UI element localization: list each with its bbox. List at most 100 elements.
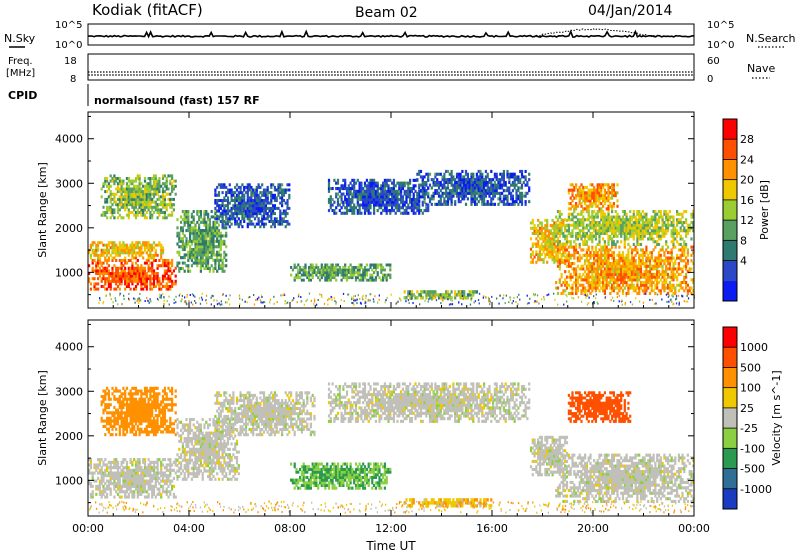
data-cell <box>371 181 374 185</box>
data-cell <box>104 248 107 252</box>
data-cell <box>360 192 363 196</box>
data-cell <box>457 194 460 198</box>
data-cell <box>313 268 316 272</box>
data-cell <box>133 279 136 283</box>
data-cell <box>349 203 352 207</box>
data-cell <box>535 245 538 249</box>
data-cell <box>363 192 367 196</box>
data-cell <box>685 267 688 271</box>
data-cell <box>104 266 107 270</box>
data-cell <box>147 177 150 180</box>
data-cell <box>603 289 606 293</box>
data-cell <box>425 290 428 294</box>
data-cell <box>638 210 641 214</box>
data-cell <box>391 181 394 185</box>
data-cell <box>475 290 478 294</box>
data-cell <box>533 255 536 259</box>
data-cell <box>143 197 147 201</box>
data-cell <box>216 256 219 260</box>
data-cell <box>410 187 413 191</box>
data-cell <box>228 214 231 218</box>
data-cell <box>396 200 399 204</box>
data-cell <box>382 273 385 277</box>
data-cell <box>281 222 284 226</box>
data-cell <box>100 241 103 245</box>
data-cell <box>542 260 545 264</box>
data-cell <box>481 180 484 184</box>
data-cell <box>120 184 123 188</box>
data-cell <box>134 272 138 275</box>
data-cell <box>109 282 112 286</box>
data-cell <box>452 191 455 195</box>
data-cell <box>407 187 410 191</box>
data-cell <box>113 251 116 255</box>
data-cell <box>376 195 379 199</box>
data-cell <box>690 286 693 290</box>
data-cell <box>131 179 134 183</box>
data-cell <box>389 276 392 280</box>
data-cell <box>297 263 300 267</box>
data-cell <box>131 205 134 209</box>
data-cell <box>445 296 448 300</box>
data-cell <box>351 209 354 213</box>
data-cell <box>216 214 219 218</box>
data-cell <box>100 248 103 252</box>
data-cell <box>555 234 558 238</box>
data-cell <box>111 272 114 275</box>
data-cell <box>686 248 689 252</box>
data-cell <box>437 202 441 206</box>
data-cell <box>308 278 311 282</box>
data-cell <box>618 245 621 249</box>
data-cell <box>481 172 484 176</box>
data-cell <box>335 266 338 269</box>
data-cell <box>371 192 374 196</box>
data-cell <box>591 272 594 276</box>
data-cell <box>401 195 404 199</box>
data-cell <box>89 246 92 250</box>
data-cell <box>652 248 655 252</box>
data-cell <box>138 248 141 252</box>
data-cell <box>663 251 666 255</box>
data-cell <box>333 271 336 274</box>
data-cell <box>591 231 594 235</box>
data-cell <box>243 196 246 200</box>
data-cell <box>349 187 352 191</box>
data-cell <box>380 278 383 282</box>
data-cell <box>329 206 332 210</box>
data-cell <box>645 283 648 287</box>
data-cell <box>502 200 505 204</box>
data-cell <box>499 183 502 187</box>
data-cell <box>189 229 192 233</box>
data-cell <box>421 296 424 300</box>
data-cell <box>221 201 224 205</box>
data-cell <box>161 177 165 180</box>
data-cell <box>165 208 168 212</box>
data-cell <box>365 189 368 193</box>
data-cell <box>120 216 123 220</box>
data-cell <box>641 237 644 241</box>
data-cell <box>674 259 677 263</box>
data-cell <box>261 201 264 205</box>
data-cell <box>235 206 239 210</box>
data-cell <box>320 268 323 272</box>
data-cell <box>133 187 136 191</box>
data-cell <box>657 242 661 246</box>
data-cell <box>264 209 267 213</box>
data-cell <box>120 197 123 201</box>
data-cell <box>403 200 406 204</box>
data-cell <box>531 226 534 230</box>
data-cell <box>407 290 410 294</box>
data-cell <box>382 268 385 272</box>
data-cell <box>161 203 165 207</box>
data-cell <box>409 198 412 202</box>
data-cell <box>113 211 116 214</box>
data-cell <box>253 191 257 195</box>
data-cell <box>161 174 165 178</box>
data-cell <box>180 237 183 241</box>
data-cell <box>127 195 130 199</box>
data-cell <box>508 172 511 176</box>
data-cell <box>143 269 147 273</box>
data-cell <box>349 206 352 210</box>
data-cell <box>163 216 166 220</box>
data-cell <box>261 209 264 213</box>
